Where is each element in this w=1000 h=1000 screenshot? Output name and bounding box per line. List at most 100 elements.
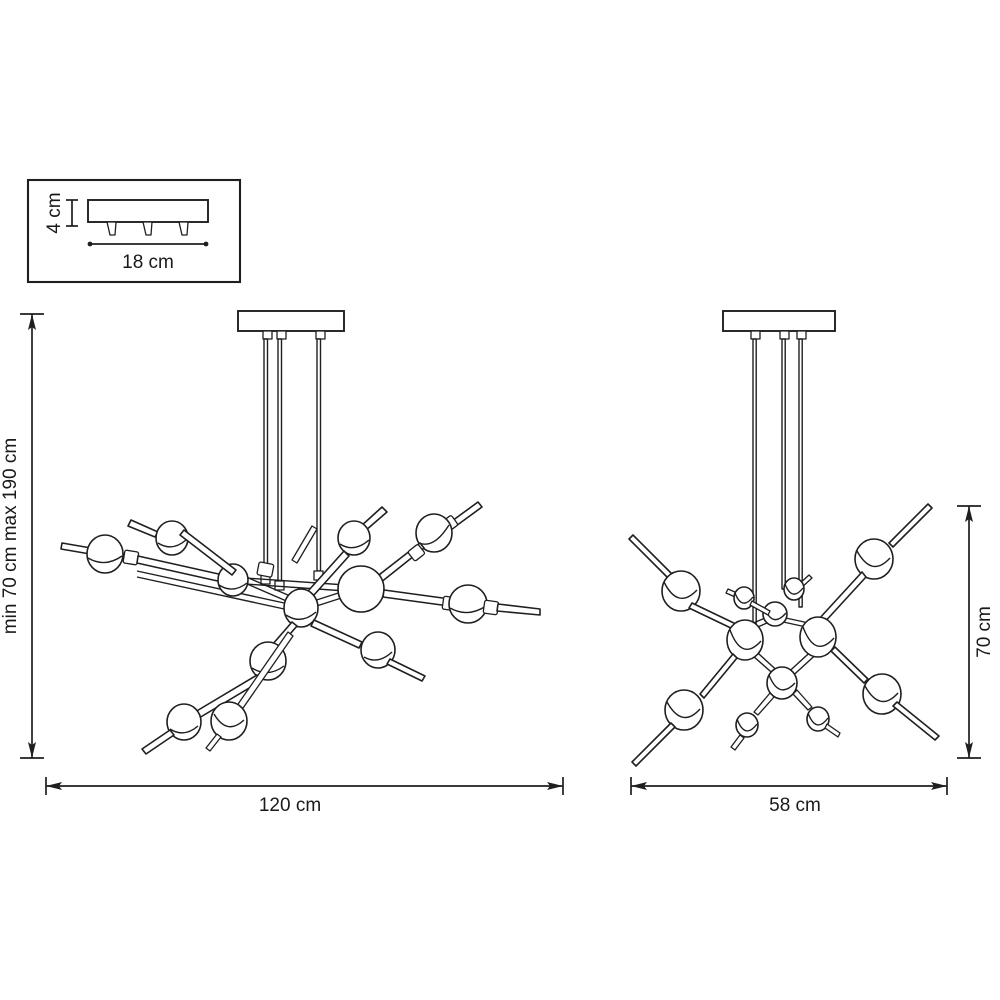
left-arm [205,631,294,752]
left-arm [127,519,237,576]
bulb [415,513,453,553]
bulb [661,570,701,612]
arm-rod [792,689,813,711]
arm-rod [628,534,673,579]
bulb [735,712,759,738]
dimension-drop-range: min 70 cm max 190 cm [0,313,44,759]
bulb-hub [766,666,798,700]
bulb-cap-line [363,651,393,661]
canopy-body [87,199,209,223]
right-hub-left [726,619,764,661]
suspension-rod [752,338,757,625]
arm-rod [631,722,676,767]
arrow-head-right [547,782,563,790]
fixture-height-label: 70 cm [974,606,995,658]
left-arm [299,506,388,606]
bulb-cap-line [157,539,187,548]
bulb [854,538,894,580]
arm-rod [291,525,318,564]
bulb-cap-line [784,583,804,595]
arrow-head-left [46,782,62,790]
arm-rod [310,619,363,649]
arm-collar [256,561,275,578]
bulb-cap-line [169,725,199,734]
suspension-rod [316,338,322,572]
right-ceiling-canopy [722,310,836,332]
arm-rod [753,692,775,716]
bulb [806,706,830,732]
canopy-detail-group: 4 cm 18 cm [26,178,242,284]
right-fixture [628,310,940,767]
bulb-cap-line [666,701,701,719]
canopy-stub [142,221,153,236]
arm-rod [127,519,159,538]
arm-rod [888,503,933,548]
bulb-cap-line [807,712,829,726]
arm-rod [179,529,237,576]
dimension-canopy-width: 18 cm [87,241,209,273]
suspension-rod [263,338,269,576]
left-suspension-rods [260,338,324,591]
right-arm [631,653,738,767]
bulb [448,584,488,624]
bulb-hub [799,616,837,658]
right-canopy-stub [750,330,761,340]
bulb-cap-line [663,581,698,599]
left-hub-2 [283,588,319,628]
left-canopy-stub [262,330,273,340]
arm-rod [141,729,175,755]
arrow-head-left [631,782,647,790]
bulb-cap-line [864,685,899,703]
overall-depth-label: 58 cm [769,795,821,816]
left-canopy-stub [315,330,326,340]
left-ceiling-canopy [237,310,345,332]
arm-rod [817,571,867,626]
suspension-rod [798,338,803,608]
right-arm [830,646,940,741]
arrow-head-up [28,314,36,330]
arm-rod [830,646,869,684]
right-hub-right [799,616,837,658]
bulb-cap-line [734,592,754,604]
right-arm [783,574,813,601]
arm-collar [482,599,500,616]
arm-rod [382,589,451,607]
bulb-cap-line [449,605,487,614]
bulb [664,689,704,731]
bulb-cap-line [339,539,370,549]
canopy-stub [106,221,117,236]
left-arm [217,563,249,597]
drop-range-label: min 70 cm max 190 cm [0,438,21,634]
bulb [210,701,248,741]
bulb [783,577,805,601]
arm-stub [730,734,745,751]
bulb-cap-line [218,582,248,590]
left-arm [291,525,318,564]
arm-stub [205,733,222,752]
arm-rod [496,603,541,616]
arm-stub [824,723,841,738]
arm-rod [386,658,426,682]
bulb-cap-line [768,674,796,691]
right-arm [725,586,771,616]
overall-width-label: 120 cm [259,795,321,816]
right-arm [730,692,775,751]
left-fixture [60,310,541,755]
bulb [86,534,124,574]
bulb-hub [337,565,385,613]
left-arm [310,619,426,682]
right-hub-bottom [766,666,798,700]
right-canopy-stub [796,330,807,340]
dimension-overall-width: 120 cm [45,777,564,816]
dimension-canopy-height: 4 cm [44,192,78,234]
detail-box-frame [26,178,242,284]
left-arm [382,584,541,624]
canopy-stub [178,221,189,236]
right-canopy-stub [779,330,790,340]
arm-collar [407,544,426,562]
arm-rod [749,600,771,616]
bulb [762,601,788,627]
dimension-overall-depth: 58 cm [630,777,948,816]
dimension-fixture-height: 70 cm [957,505,995,759]
